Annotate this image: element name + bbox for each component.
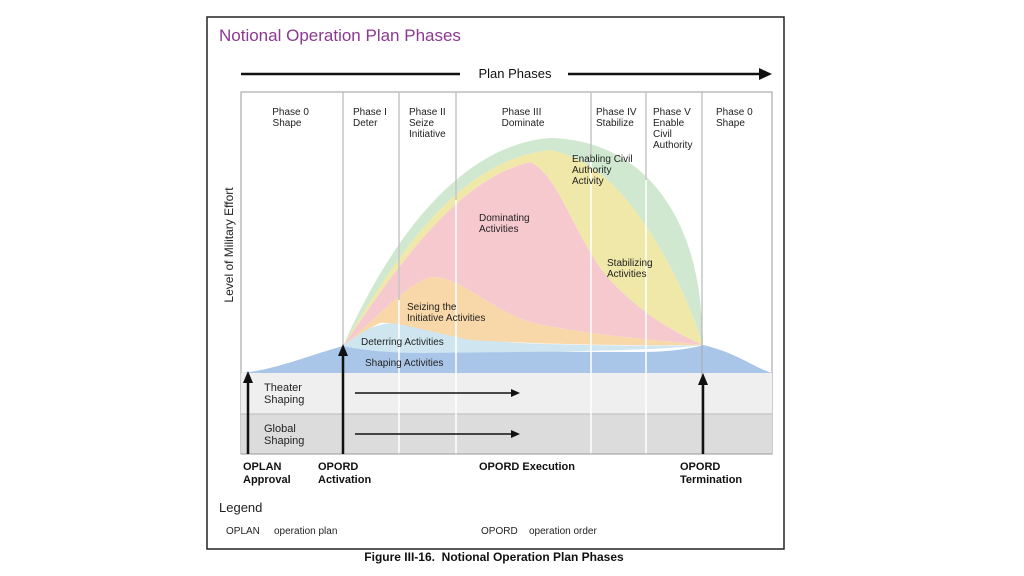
shaping-activity-label: Shaping Activities — [365, 358, 443, 369]
legend-desc: operation plan — [274, 526, 337, 537]
legend-abbr: OPLAN — [226, 526, 260, 537]
milestone-label-line: OPORD — [680, 461, 720, 473]
legend-abbr: OPORD — [481, 526, 518, 537]
activity-label-line: Enabling Civil — [572, 154, 633, 165]
dominating-activity-label: Dominating Activities — [479, 213, 532, 235]
legend-heading: Legend — [219, 500, 262, 515]
stabilizing-activity-label: Stabilizing Activities — [607, 258, 655, 280]
dominating-activities-area — [343, 162, 703, 346]
opord-execution-label: OPORD Execution — [479, 461, 575, 473]
phase-header-line: Phase 0 — [716, 107, 753, 118]
band-label-line: Shaping — [264, 394, 304, 406]
milestone-label-line: Termination — [680, 474, 742, 486]
oplan-approval-arrowhead — [243, 371, 253, 383]
phase-header-line: Enable — [653, 118, 685, 129]
figure-caption: Figure III-16. Notional Operation Plan P… — [364, 550, 624, 564]
phase-header-line: Shape — [273, 118, 302, 129]
phase-header-5: Phase V Enable Civil Authority — [653, 107, 694, 151]
seizing-initiative-area — [343, 276, 703, 346]
activity-label-line: Activities — [479, 224, 518, 235]
y-axis-label: Level of Military Effort — [222, 187, 236, 303]
phase-header-line: Phase 0 — [272, 107, 309, 118]
activity-label-line: Seizing the — [407, 302, 457, 313]
activity-label-line: Dominating — [479, 213, 530, 224]
opord-activation-arrowhead — [338, 344, 348, 356]
phase-header-2: Phase II Seize Initiative — [409, 107, 448, 140]
phase-header-line: Stabilize — [596, 118, 634, 129]
band-label-line: Global — [264, 423, 296, 435]
deterring-activity-label: Deterring Activities — [361, 337, 444, 348]
oplan-approval-label: OPLAN Approval — [243, 461, 291, 486]
phase-header-line: Phase V — [653, 107, 691, 118]
phase-header-1: Phase I Deter — [353, 107, 390, 129]
activity-label-line: Stabilizing — [607, 258, 653, 269]
phase-header-3: Phase III Dominate — [502, 107, 545, 129]
activity-label-line: Activities — [607, 269, 646, 280]
opord-activation-label: OPORD Activation — [318, 461, 371, 486]
milestone-label-line: OPORD — [318, 461, 358, 473]
plan-phases-label: Plan Phases — [479, 66, 552, 81]
phase-header-line: Deter — [353, 118, 378, 129]
activity-label-line: Initiative Activities — [407, 313, 485, 324]
figure-title: Notional Operation Plan Phases — [219, 26, 461, 45]
milestone-label-line: OPLAN — [243, 461, 282, 473]
plan-phases-arrowhead — [759, 68, 772, 80]
band-label-line: Theater — [264, 382, 302, 394]
milestone-label-line: Activation — [318, 474, 371, 486]
phase-header-line: Dominate — [502, 118, 545, 129]
theater-shaping-label: Theater Shaping — [264, 382, 305, 406]
theater-shaping-arrowhead — [511, 389, 520, 397]
phase-header-line: Phase I — [353, 107, 387, 118]
phase-header-6: Phase 0 Shape — [716, 107, 755, 129]
legend-desc: operation order — [529, 526, 597, 537]
activity-label-line: Activity — [572, 176, 604, 187]
activity-label-line: Authority — [572, 165, 611, 176]
band-label-line: Shaping — [264, 435, 304, 447]
phase-header-line: Authority — [653, 140, 692, 151]
stabilizing-activities-area — [343, 150, 703, 346]
phase-header-4: Phase IV Stabilize — [596, 107, 639, 129]
opord-termination-label: OPORD Termination — [680, 461, 742, 486]
phase-header-line: Phase II — [409, 107, 446, 118]
phase-header-line: Phase IV — [596, 107, 637, 118]
enabling-activity-label: Enabling Civil Authority Activity — [572, 154, 635, 187]
phase-header-line: Initiative — [409, 129, 446, 140]
seizing-activity-label: Seizing the Initiative Activities — [407, 302, 485, 324]
phase-header-0: Phase 0 Shape — [272, 107, 311, 129]
global-shaping-label: Global Shaping — [264, 423, 304, 447]
opord-termination-arrowhead — [698, 373, 708, 385]
phase-header-line: Shape — [716, 118, 745, 129]
phase-header-line: Seize — [409, 118, 434, 129]
phase-header-line: Civil — [653, 129, 672, 140]
global-shaping-arrowhead — [511, 430, 520, 438]
phase-header-line: Phase III — [502, 107, 541, 118]
milestone-label-line: Approval — [243, 474, 291, 486]
shaping-activities-area — [241, 345, 772, 373]
